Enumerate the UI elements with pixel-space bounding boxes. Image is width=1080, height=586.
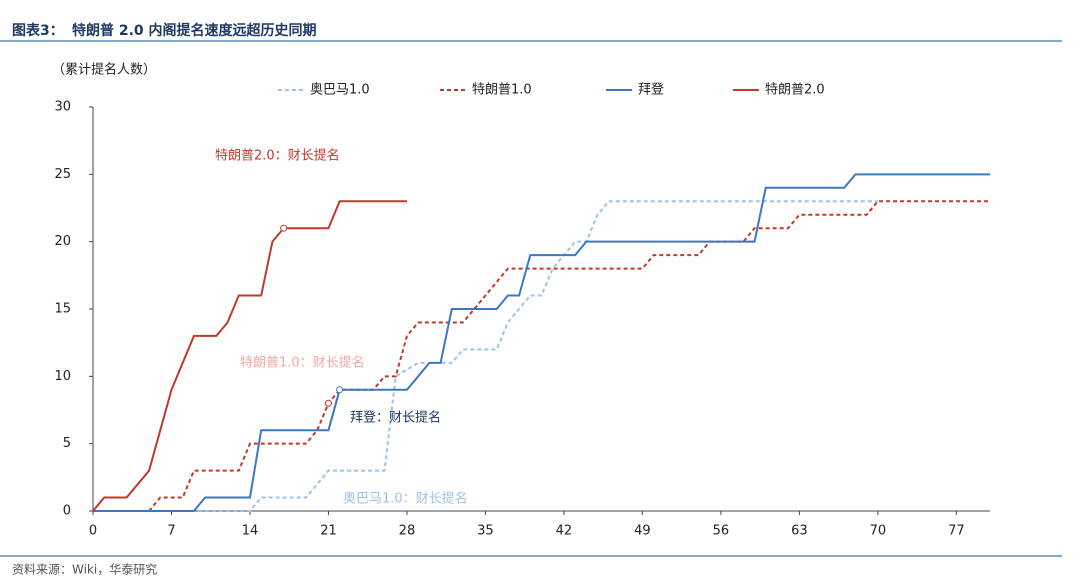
x-tick-label: 49 bbox=[634, 524, 651, 539]
footer-source: 资料来源：Wiki，华泰研究 bbox=[12, 562, 157, 577]
x-tick-label: 7 bbox=[167, 524, 175, 539]
x-tick-label: 0 bbox=[89, 524, 97, 539]
y-tick-label: 25 bbox=[54, 167, 71, 182]
legend-label: 特朗普2.0 bbox=[765, 83, 825, 98]
x-tick-label: 56 bbox=[713, 524, 730, 539]
y-tick-label: 0 bbox=[63, 504, 71, 519]
header-label: 图表3： bbox=[12, 22, 64, 39]
annotation: 拜登：财长提名 bbox=[350, 410, 441, 426]
highlight-point bbox=[324, 399, 332, 407]
x-tick-label: 35 bbox=[477, 524, 494, 539]
legend-label: 特朗普1.0 bbox=[472, 83, 532, 98]
annotation: 特朗普1.0：财长提名 bbox=[240, 355, 365, 371]
annotation: 特朗普2.0：财长提名 bbox=[215, 148, 340, 164]
legend-label: 拜登 bbox=[638, 83, 664, 98]
series-line bbox=[93, 200, 990, 512]
y-tick-label: 10 bbox=[54, 369, 71, 384]
x-tick-label: 70 bbox=[870, 524, 887, 539]
x-tick-label: 28 bbox=[399, 524, 416, 539]
highlight-point bbox=[280, 224, 288, 232]
series-line bbox=[93, 173, 990, 512]
x-tick-label: 42 bbox=[556, 524, 573, 539]
highlight-point bbox=[336, 386, 344, 394]
x-tick-label: 77 bbox=[948, 524, 965, 539]
x-tick-label: 14 bbox=[242, 524, 259, 539]
legend-label: 奥巴马1.0 bbox=[310, 83, 370, 98]
series-line bbox=[93, 200, 878, 512]
x-tick-label: 21 bbox=[320, 524, 337, 539]
y-tick-label: 20 bbox=[54, 234, 71, 249]
y-tick-label: 5 bbox=[63, 436, 71, 451]
y-axis-label: （累计提名人数） bbox=[52, 62, 156, 78]
header-title: 特朗普 2.0 内阁提名速度远超历史同期 bbox=[72, 22, 317, 39]
x-tick-label: 63 bbox=[791, 524, 808, 539]
annotation: 奥巴马1.0：财长提名 bbox=[343, 491, 468, 507]
y-tick-label: 30 bbox=[54, 100, 71, 115]
y-tick-label: 15 bbox=[54, 302, 71, 317]
series-line bbox=[92, 200, 407, 512]
